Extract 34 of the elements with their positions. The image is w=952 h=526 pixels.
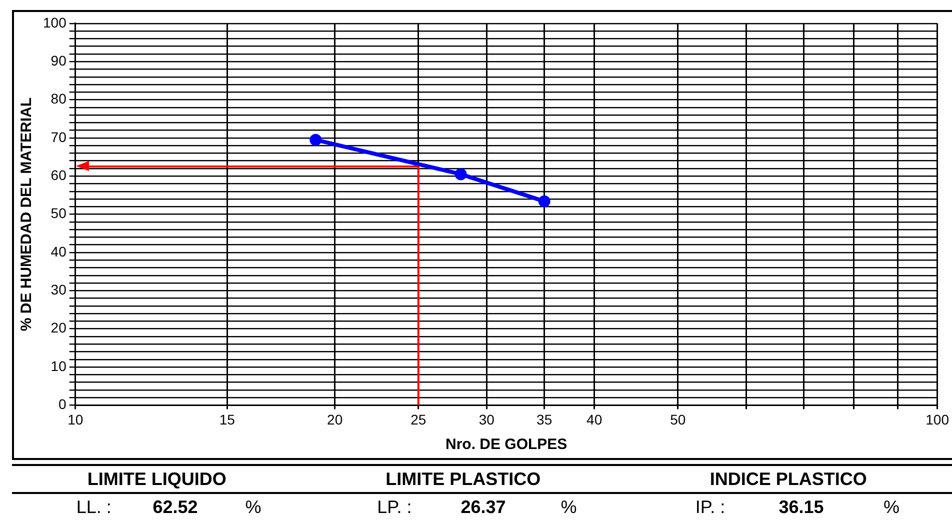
- x-axis-title: Nro. DE GOLPES: [445, 436, 568, 454]
- text: LL. :: [12, 493, 112, 520]
- y-tick-label: 40: [50, 243, 67, 260]
- y-tick-label: 60: [50, 166, 67, 183]
- x-tick-label: 25: [410, 411, 426, 428]
- y-tick-label: 100: [43, 14, 67, 30]
- text: 62.52: [111, 493, 240, 520]
- text: %: [239, 493, 302, 520]
- text: %: [554, 493, 625, 520]
- y-tick-label: 0: [58, 396, 67, 412]
- x-tick-label: 20: [327, 411, 343, 428]
- x-tick-label: 35: [536, 411, 552, 428]
- x-tick-label: 15: [219, 411, 236, 428]
- y-tick-label: 70: [50, 128, 67, 145]
- y-tick-label: 20: [50, 320, 67, 336]
- y-tick-label: 80: [50, 90, 67, 107]
- y-tick-label: 50: [50, 205, 67, 222]
- text: LIMITE PLASTICO: [302, 465, 625, 493]
- x-tick-label: 10: [68, 411, 84, 428]
- y-axis-title: % DE HUMEDAD DEL MATERIAL: [18, 97, 36, 332]
- y-tick-label: 30: [50, 282, 67, 298]
- x-tick-label: 100: [926, 411, 950, 428]
- x-tick-label: 30: [478, 411, 495, 428]
- x-tick-label: 40: [586, 411, 602, 428]
- text: %: [877, 493, 952, 520]
- text: LIMITE LIQUIDO: [12, 465, 302, 493]
- text: LP. :: [302, 493, 412, 520]
- text: 36.15: [725, 493, 878, 520]
- y-tick-label: 10: [50, 358, 67, 374]
- x-tick-label: 50: [670, 411, 686, 428]
- text: 26.37: [412, 493, 555, 520]
- text: INDICE PLASTICO: [624, 465, 952, 493]
- text: IP. :: [624, 493, 726, 520]
- y-tick-label: 90: [50, 52, 67, 68]
